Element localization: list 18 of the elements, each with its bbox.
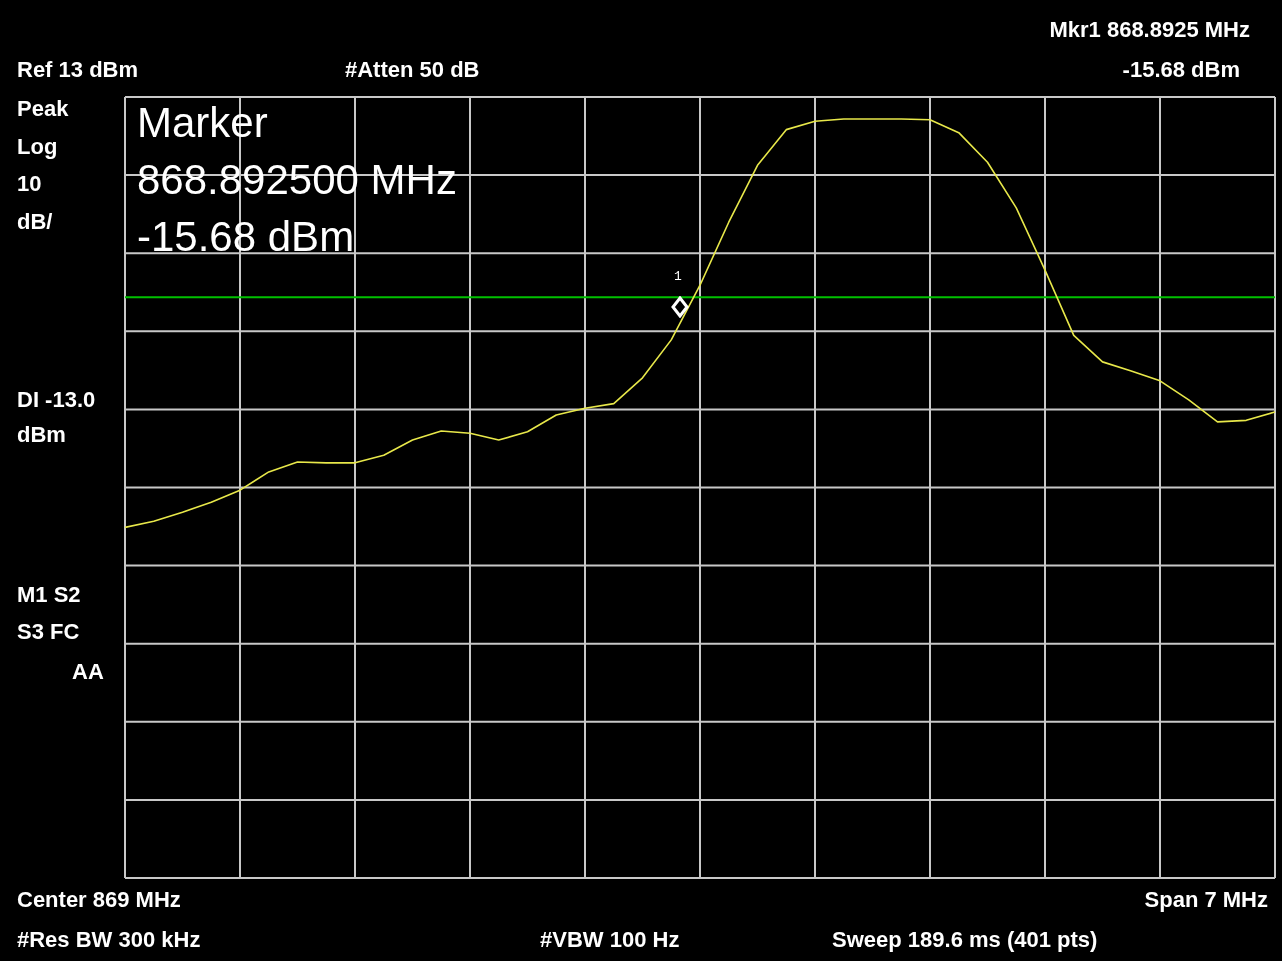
text: #Res BW 300 kHz <box>17 927 201 953</box>
text: Log <box>17 134 58 160</box>
text: AA <box>72 659 104 685</box>
text: 10 <box>17 171 42 197</box>
text: Center 869 MHz <box>17 887 181 913</box>
text: M1 S2 <box>17 582 81 608</box>
annotation: 1 <box>674 269 682 285</box>
text: Ref 13 dBm <box>17 57 139 83</box>
text: #Atten 50 dB <box>345 57 480 83</box>
text: -15.68 dBm <box>1122 57 1240 83</box>
text: Sweep 189.6 ms (401 pts) <box>832 927 1098 953</box>
text: Span 7 MHz <box>1144 887 1268 913</box>
text: dB/ <box>17 209 53 235</box>
text: S3 FC <box>17 619 80 645</box>
text: Mkr1 868.8925 MHz <box>1049 17 1250 43</box>
text: #VBW 100 Hz <box>540 927 680 953</box>
text: Peak <box>17 96 69 122</box>
text: DI -13.0 dBm <box>17 386 97 450</box>
